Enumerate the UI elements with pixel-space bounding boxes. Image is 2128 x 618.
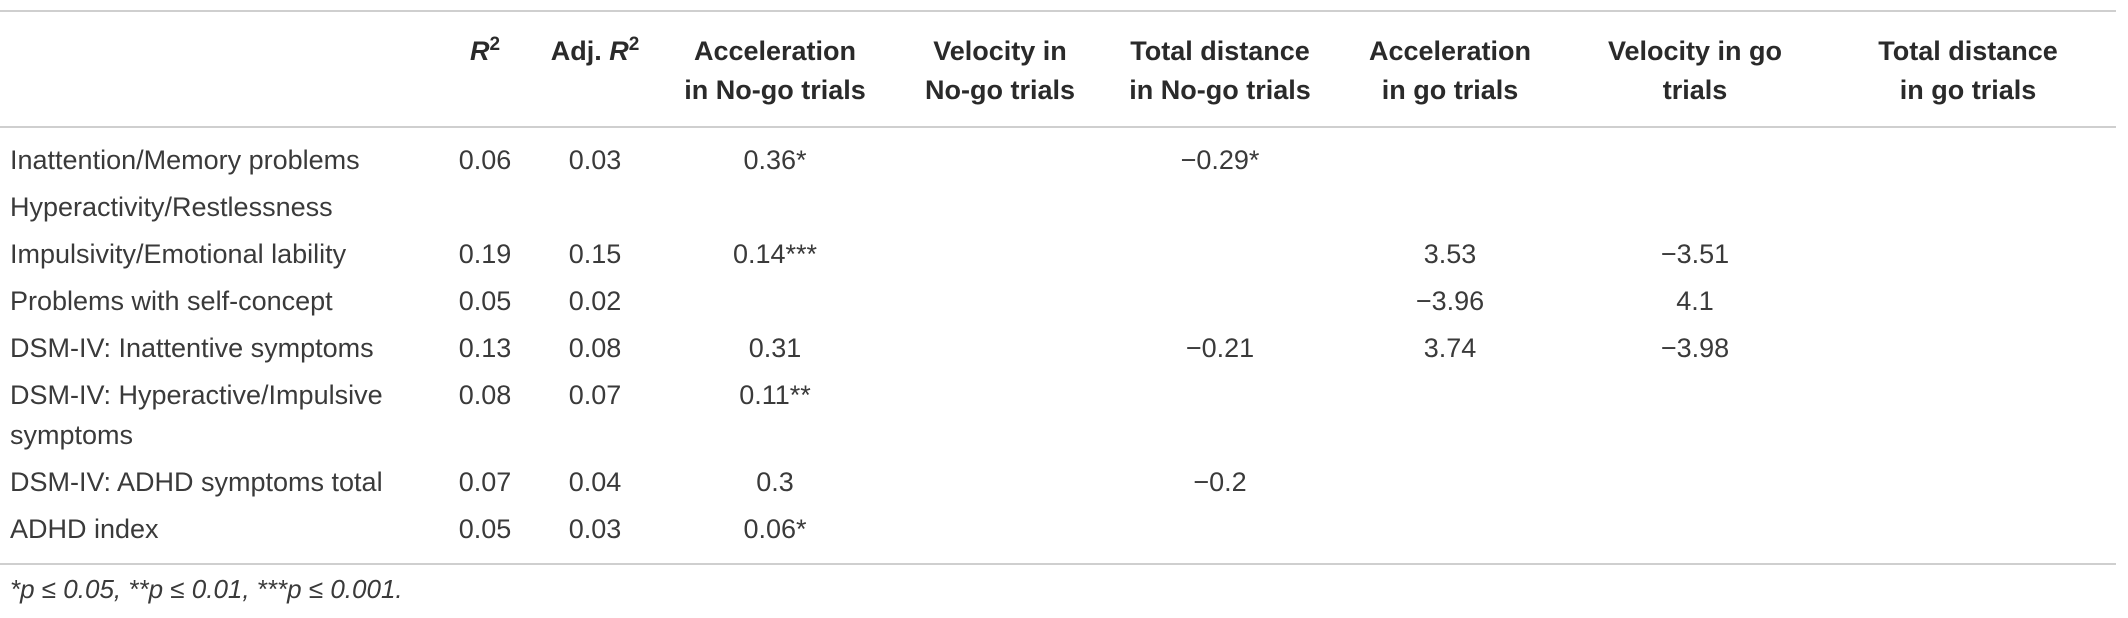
cell-velocity-nogo: [890, 459, 1110, 506]
cell-distance-nogo: [1110, 372, 1330, 459]
cell-velocity-go: [1570, 506, 1820, 564]
cell-r2: 0.05: [458, 286, 512, 316]
cell-velocity-nogo: [890, 278, 1110, 325]
table-row: Impulsivity/Emotional lability 0.19 0.15…: [0, 231, 2116, 278]
cell-velocity-nogo: [890, 184, 1110, 231]
cell-acceleration-nogo: 0.14***: [732, 239, 818, 269]
cell-distance-nogo: [1110, 278, 1330, 325]
cell-acceleration-go: [1330, 184, 1570, 231]
col-header-acceleration-go: Acceleration in go trials: [1368, 36, 1532, 105]
row-label: Inattention/Memory problems: [10, 145, 360, 175]
cell-r2: 0.05: [458, 514, 512, 544]
cell-velocity-go: [1570, 459, 1820, 506]
cell-adj-r2: 0.08: [568, 333, 622, 363]
cell-velocity-go: −3.51: [1660, 239, 1730, 269]
row-label: Problems with self-concept: [10, 286, 333, 316]
cell-distance-go: [1820, 506, 2116, 564]
table-row: DSM-IV: Hyperactive/Impulsive symptoms 0.…: [0, 372, 2116, 459]
regression-table: R2 Adj. R2 Acceleration in No-go trials V…: [0, 10, 2116, 565]
cell-r2: 0.13: [458, 333, 512, 363]
cell-distance-nogo: [1110, 506, 1330, 564]
cell-velocity-nogo: [890, 127, 1110, 184]
cell-acceleration-nogo: [660, 278, 890, 325]
row-label: DSM-IV: Inattentive symptoms: [10, 333, 374, 363]
col-header-distance-go: Total distance in go trials: [1878, 36, 2058, 105]
cell-acceleration-go: −3.96: [1415, 286, 1485, 316]
col-header-velocity-nogo: Velocity in No-go trials: [924, 36, 1075, 105]
table-row: DSM-IV: Inattentive symptoms 0.13 0.08 0…: [0, 325, 2116, 372]
cell-adj-r2: 0.15: [568, 239, 622, 269]
cell-acceleration-nogo: 0.31: [748, 333, 802, 363]
row-label: ADHD index: [10, 514, 159, 544]
cell-acceleration-nogo: 0.11**: [739, 380, 811, 410]
table-row: DSM-IV: ADHD symptoms total 0.07 0.04 0.…: [0, 459, 2116, 506]
cell-adj-r2: 0.03: [568, 145, 622, 175]
cell-velocity-nogo: [890, 325, 1110, 372]
cell-distance-nogo: [1110, 184, 1330, 231]
cell-r2: 0.06: [458, 145, 512, 175]
cell-acceleration-nogo: 0.06*: [743, 514, 807, 544]
cell-velocity-go: [1570, 372, 1820, 459]
col-header-adj-r2: Adj. R2: [550, 34, 640, 66]
cell-adj-r2: 0.02: [568, 286, 622, 316]
cell-acceleration-go: 3.53: [1423, 239, 1477, 269]
cell-acceleration-go: 3.74: [1423, 333, 1477, 363]
cell-adj-r2: 0.07: [568, 380, 622, 410]
cell-r2: 0.19: [458, 239, 512, 269]
col-header-velocity-go: Velocity in go trials: [1607, 36, 1783, 105]
cell-distance-nogo: −0.21: [1185, 333, 1255, 363]
cell-acceleration-go: [1330, 459, 1570, 506]
cell-distance-go: [1820, 459, 2116, 506]
row-label: DSM-IV: ADHD symptoms total: [10, 467, 383, 497]
cell-acceleration-go: [1330, 506, 1570, 564]
col-header-acceleration-nogo: Acceleration in No-go trials: [684, 36, 866, 105]
cell-adj-r2: 0.04: [568, 467, 622, 497]
cell-r2: 0.07: [458, 467, 512, 497]
cell-distance-go: [1820, 231, 2116, 278]
row-label: Hyperactivity/Restlessness: [10, 192, 333, 222]
cell-acceleration-nogo: [660, 184, 890, 231]
cell-r2: [440, 184, 530, 231]
cell-distance-nogo: −0.2: [1193, 467, 1247, 497]
table-row: Inattention/Memory problems 0.06 0.03 0.…: [0, 127, 2116, 184]
cell-distance-go: [1820, 372, 2116, 459]
cell-distance-go: [1820, 325, 2116, 372]
table-footnote: *p ≤ 0.05, **p ≤ 0.01, ***p ≤ 0.001.: [10, 574, 403, 604]
cell-velocity-go: −3.98: [1660, 333, 1730, 363]
cell-acceleration-go: [1330, 372, 1570, 459]
cell-velocity-nogo: [890, 372, 1110, 459]
cell-velocity-go: [1570, 184, 1820, 231]
cell-distance-go: [1820, 127, 2116, 184]
col-header-r2: R2: [469, 34, 501, 66]
header-row: R2 Adj. R2 Acceleration in No-go trials V…: [0, 11, 2116, 127]
cell-velocity-go: 4.1: [1676, 286, 1714, 316]
cell-acceleration-nogo: 0.3: [756, 467, 794, 497]
table-row: Problems with self-concept 0.05 0.02 −3.…: [0, 278, 2116, 325]
cell-velocity-nogo: [890, 231, 1110, 278]
col-header-distance-nogo: Total distance in No-go trials: [1129, 36, 1311, 105]
cell-velocity-nogo: [890, 506, 1110, 564]
cell-acceleration-go: [1330, 127, 1570, 184]
col-header-label: [0, 11, 440, 127]
cell-distance-go: [1820, 278, 2116, 325]
cell-distance-nogo: −0.29*: [1180, 145, 1260, 175]
cell-velocity-go: [1570, 127, 1820, 184]
cell-r2: 0.08: [458, 380, 512, 410]
table-row: Hyperactivity/Restlessness: [0, 184, 2116, 231]
cell-adj-r2: 0.03: [568, 514, 622, 544]
cell-distance-nogo: [1110, 231, 1330, 278]
cell-distance-go: [1820, 184, 2116, 231]
cell-adj-r2: [530, 184, 660, 231]
row-label: DSM-IV: Hyperactive/Impulsive symptoms: [10, 380, 383, 450]
row-label: Impulsivity/Emotional lability: [10, 239, 347, 269]
cell-acceleration-nogo: 0.36*: [743, 145, 807, 175]
table-row: ADHD index 0.05 0.03 0.06*: [0, 506, 2116, 564]
